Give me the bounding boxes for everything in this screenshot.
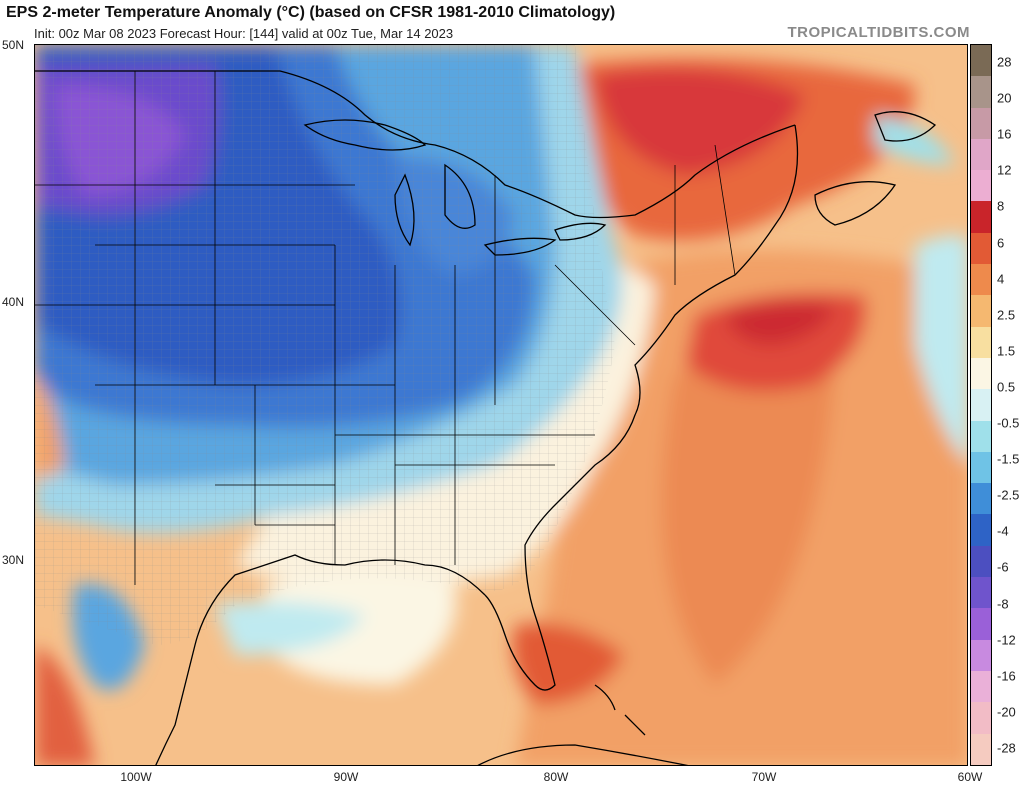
color-scale-label: -4 [997, 523, 1009, 539]
color-scale-label: 2.5 [997, 307, 1016, 323]
color-scale-swatch [971, 545, 991, 578]
color-scale-swatch [971, 420, 991, 452]
color-scale-label: -2.5 [997, 487, 1020, 503]
color-scale-label: -1.5 [997, 451, 1020, 467]
color-scale-label: 0.5 [997, 379, 1016, 395]
color-scale-swatch [971, 577, 991, 609]
color-scale-label: -8 [997, 596, 1009, 611]
color-scale-label: 28 [997, 54, 1012, 70]
color-scale-swatch [971, 357, 991, 390]
state-borders [35, 71, 736, 585]
color-scale-label: -28 [997, 740, 1016, 756]
color-scale-swatch [971, 295, 991, 327]
color-scale-label: 12 [997, 162, 1012, 178]
lon-label-90w: 90W [333, 770, 359, 784]
lat-label-50n: 50N [2, 38, 25, 52]
color-scale-swatch [971, 514, 991, 546]
lat-label-30n: 30N [2, 553, 25, 567]
site-credit: TROPICALTIDBITS.COM [787, 24, 970, 41]
lon-label-60w: 60W [957, 770, 983, 784]
color-scale-label: -12 [997, 632, 1016, 648]
color-scale-swatch [971, 608, 991, 640]
color-scale-swatch [971, 264, 991, 296]
color-scale-swatch [971, 107, 991, 139]
map-title: EPS 2-meter Temperature Anomaly (°C) (ba… [6, 4, 616, 21]
color-scale-label: -16 [997, 668, 1016, 684]
color-scale-swatch [971, 733, 991, 765]
color-scale-label: 20 [997, 90, 1012, 106]
color-scale-label: -6 [997, 559, 1009, 575]
color-scale-label: -20 [997, 704, 1016, 720]
color-scale-swatch [971, 702, 991, 734]
lon-label-100w: 100W [120, 770, 152, 784]
color-scale-swatch [971, 483, 991, 515]
color-scale-label: 6 [997, 235, 1005, 250]
color-scale-swatch [971, 76, 991, 108]
color-scale-swatch [971, 326, 991, 358]
color-scale-swatch [971, 201, 991, 233]
color-scale-swatch [971, 170, 991, 202]
color-scale-swatch [971, 232, 991, 265]
color-scale-swatch [971, 138, 991, 171]
color-scale-swatch [971, 639, 991, 671]
color-scale-label: 4 [997, 271, 1005, 287]
color-scale-label: -0.5 [997, 415, 1020, 431]
color-scale-label: 16 [997, 126, 1012, 142]
map-subtitle: Init: 00z Mar 08 2023 Forecast Hour: [14… [34, 26, 454, 41]
color-scale-label: 1.5 [997, 343, 1016, 359]
color-scale-label: 8 [997, 198, 1005, 214]
color-scale-swatch [971, 45, 991, 77]
anomaly-map [34, 44, 968, 766]
color-scale-swatch [971, 389, 991, 421]
lon-label-70w: 70W [751, 770, 777, 784]
color-scale-bar [970, 44, 992, 766]
color-scale-swatch [971, 670, 991, 703]
lon-label-80w: 80W [543, 770, 569, 784]
lat-label-40n: 40N [2, 295, 25, 309]
color-scale-swatch [971, 451, 991, 484]
